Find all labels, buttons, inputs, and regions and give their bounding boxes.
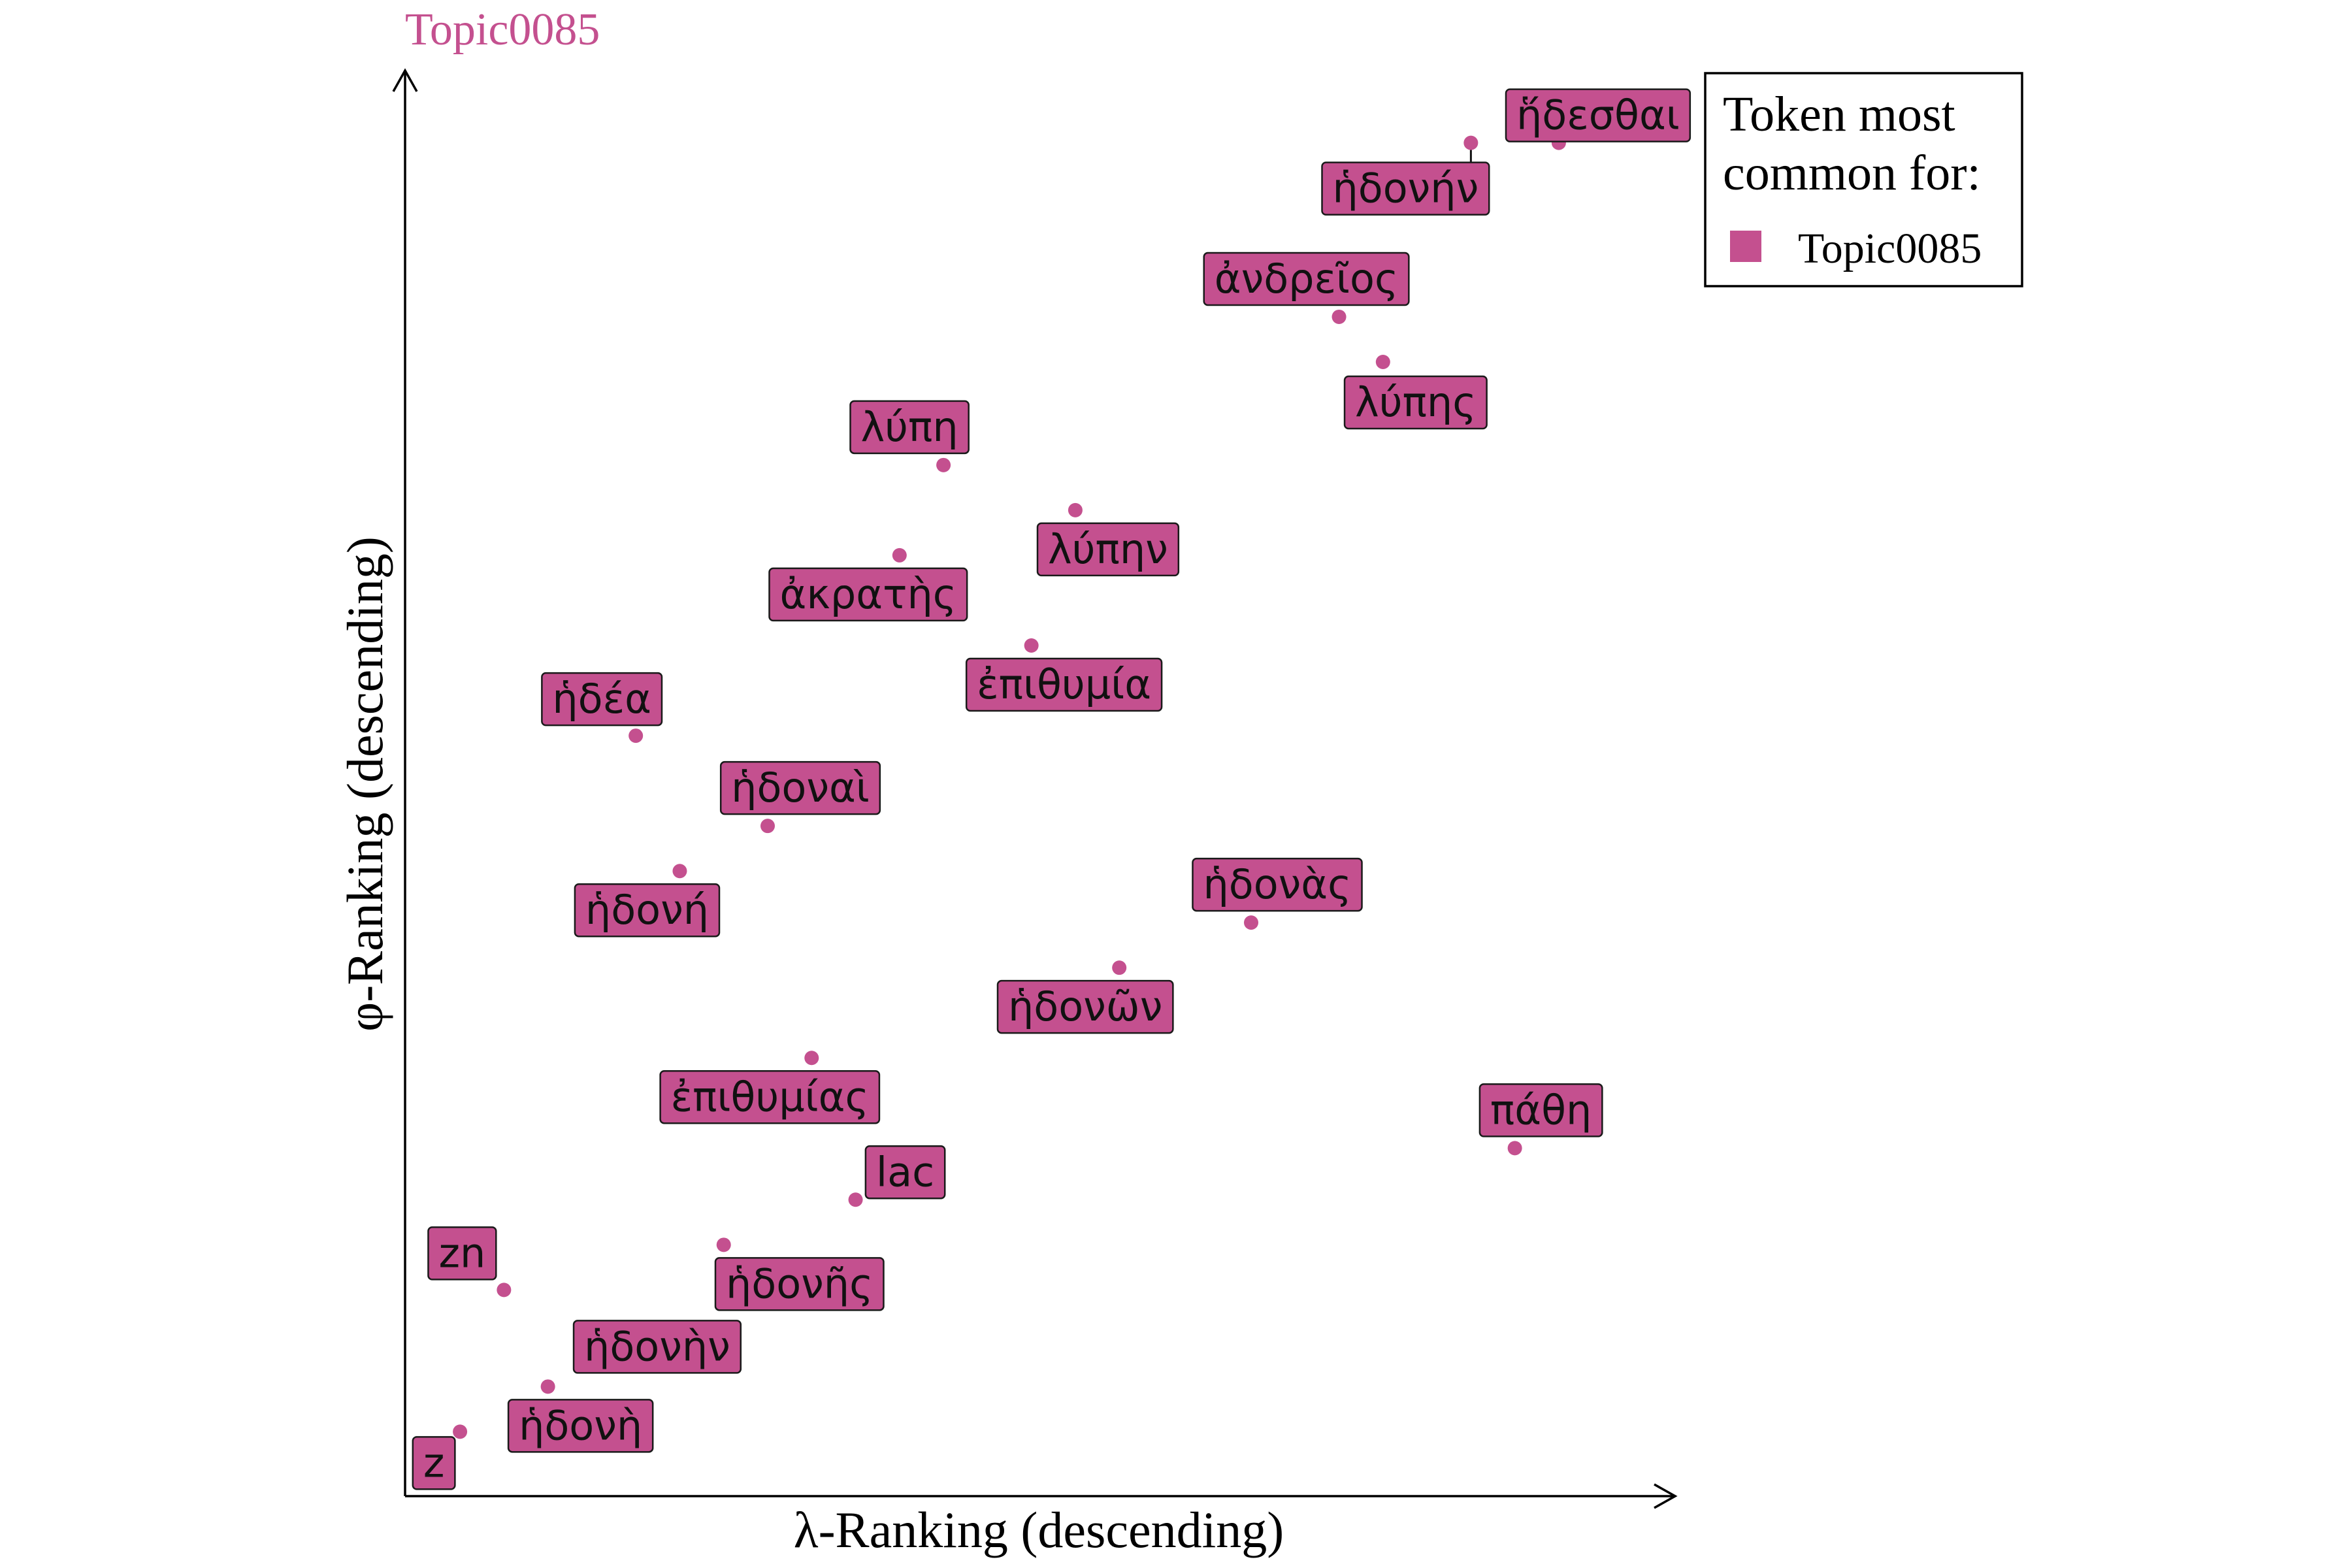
token-label-text: zn (438, 1229, 485, 1277)
token-label-11: ἡδονή (574, 883, 721, 938)
data-point (1463, 135, 1478, 150)
token-label-box (1321, 161, 1490, 216)
token-label-box (849, 400, 970, 455)
token-label-box (719, 760, 881, 815)
data-point (540, 1379, 555, 1394)
token-label-20: ἡδονὴ (507, 1399, 654, 1453)
token-label-text: λύπη (860, 403, 958, 451)
token-label-box (572, 1320, 742, 1374)
token-label-1: ἥδεσθαι (1505, 88, 1691, 142)
token-label-text: ἥδεσθαι (1516, 91, 1680, 139)
data-point (1331, 309, 1347, 324)
token-label-text: λύπην (1048, 525, 1168, 573)
token-label-7: ἀκρατὴς (768, 567, 968, 622)
token-label-9: ἡδέα (541, 672, 663, 727)
token-label-box (864, 1145, 946, 1200)
token-label-box (1343, 375, 1488, 430)
token-label-box (1505, 88, 1691, 142)
legend: Token most common for: Topic0085 (1704, 72, 2023, 287)
token-label-text: ἡδέα (552, 675, 651, 723)
data-point (892, 547, 907, 563)
data-point (804, 1051, 819, 1066)
token-label-17: ἡδονῆς (714, 1257, 885, 1311)
token-label-text: ἡδονῶν (1008, 983, 1162, 1030)
token-label-19: ἡδονὴν (572, 1320, 742, 1374)
data-point (1024, 638, 1039, 653)
legend-title-line1: Token most (1723, 87, 1955, 142)
token-label-16: lac (864, 1145, 946, 1200)
token-label-box (1478, 1083, 1603, 1137)
token-label-10: ἡδοναὶ (719, 760, 881, 815)
token-label-box (507, 1399, 654, 1453)
token-label-box (659, 1070, 881, 1124)
data-point (1507, 1141, 1522, 1156)
token-label-text: ἡδοναὶ (731, 764, 870, 811)
token-label-14: ἐπιθυμίας (659, 1070, 881, 1124)
token-label-text: z (423, 1439, 445, 1486)
token-label-text: ἡδονήν (1332, 165, 1478, 212)
token-label-4: λύπης (1343, 375, 1488, 430)
data-point (1068, 502, 1083, 517)
token-label-text: ἡδονὰς (1203, 860, 1351, 908)
data-point (1375, 355, 1390, 369)
token-label-5: λύπη (849, 400, 970, 455)
token-label-18: zn (427, 1226, 497, 1281)
token-label-text: ἀκρατὴς (779, 570, 956, 618)
token-label-box (996, 979, 1174, 1034)
data-point (1244, 915, 1258, 930)
token-label-2: ἡδονήν (1321, 161, 1490, 216)
token-label-box (427, 1226, 497, 1281)
token-label-8: ἐπιθυμία (965, 657, 1163, 712)
token-label-box (768, 567, 968, 622)
token-label-text: λύπης (1355, 378, 1477, 426)
token-label-text: lac (876, 1148, 934, 1196)
token-label-3: ἀνδρεῖος (1203, 252, 1410, 306)
token-label-6: λύπην (1036, 522, 1180, 577)
chart-title: Topic0085 (405, 5, 600, 55)
token-label-text: ἡδονή (585, 886, 709, 934)
data-point (716, 1237, 731, 1252)
legend-entry-label: Topic0085 (1798, 225, 1982, 272)
legend-title-line2: common for: (1723, 146, 1981, 201)
token-label-box (541, 672, 663, 727)
token-label-12: ἡδονὰς (1192, 857, 1363, 912)
token-label-box (412, 1436, 456, 1490)
token-label-box (574, 883, 721, 938)
data-point (848, 1192, 863, 1207)
token-label-13: ἡδονῶν (996, 979, 1174, 1034)
token-label-21: z (412, 1436, 456, 1490)
y-axis-title: φ-Ranking (descending) (336, 536, 393, 1032)
token-label-text: ἡδονῆς (726, 1260, 873, 1307)
token-label-text: ἀνδρεῖος (1215, 255, 1399, 302)
token-labels: ἥδεσθαι ἡδονήν ἀνδρεῖος λύπης λύπη λύπην ἀκρατ… (412, 88, 1691, 1490)
token-label-text: ἐπιθυμίας (671, 1073, 869, 1120)
data-point (497, 1282, 512, 1298)
token-label-15: πάθη (1478, 1083, 1603, 1137)
data-point (1112, 960, 1127, 975)
x-axis-title: λ-Ranking (descending) (794, 1501, 1284, 1558)
token-label-text: ἡδονὴ (519, 1401, 642, 1449)
data-point (453, 1424, 468, 1439)
token-label-box (965, 657, 1163, 712)
token-label-text: ἐπιθυμία (977, 661, 1151, 708)
legend-swatch (1730, 231, 1761, 262)
token-label-box (1192, 857, 1363, 912)
x-axis-arrow (1654, 1483, 1678, 1509)
token-label-box (714, 1257, 885, 1311)
data-point (936, 457, 951, 472)
token-label-box (1036, 522, 1180, 577)
token-label-text: πάθη (1490, 1086, 1592, 1134)
data-point (629, 728, 644, 743)
y-axis-arrow (392, 68, 418, 92)
data-point (672, 864, 687, 879)
token-label-box (1203, 252, 1410, 306)
token-label-text: ἡδονὴν (584, 1322, 730, 1370)
data-points (453, 135, 1566, 1439)
data-point (760, 819, 775, 834)
